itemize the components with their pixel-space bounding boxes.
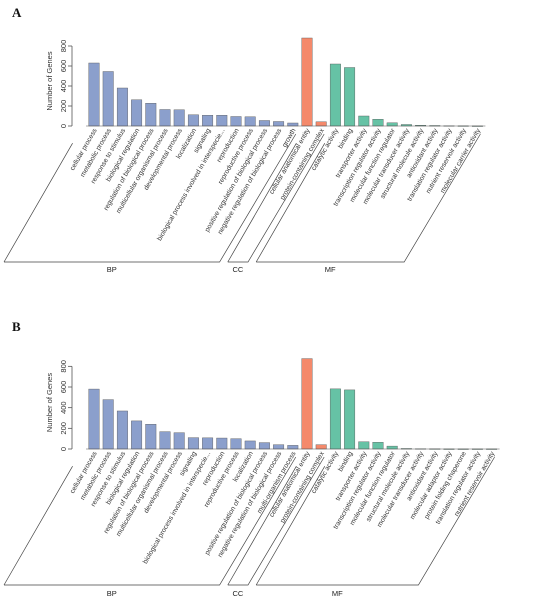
bar-cc (315, 444, 327, 450)
bar-bp (88, 388, 100, 450)
y-tick-label: 600 (59, 60, 68, 73)
bar-mf (329, 388, 341, 450)
bar-bp (173, 432, 185, 450)
bar-bp (159, 109, 171, 127)
y-axis-title: Number of Genes (45, 373, 54, 432)
y-tick-label: 400 (59, 80, 68, 93)
bar-bp (230, 438, 242, 450)
bar-bp (230, 116, 242, 127)
bar-bp (287, 122, 299, 127)
group-bracket-bp (4, 133, 297, 263)
bar-bp (116, 410, 128, 450)
group-label-mf: MF (325, 265, 336, 274)
category-label: biological process involved in interspec… (156, 127, 226, 242)
bar-bp (273, 444, 285, 450)
bar-mf (329, 63, 341, 127)
group-label-cc: CC (232, 265, 243, 274)
group-label-mf: MF (332, 589, 343, 598)
bar-bp (187, 114, 199, 127)
y-tick-label: 400 (59, 401, 68, 414)
y-tick-label: 0 (59, 124, 68, 128)
bar-cc (301, 358, 313, 450)
bar-bp (145, 102, 157, 127)
bar-bp (287, 445, 299, 450)
bar-mf (372, 118, 384, 127)
bar-bp (258, 120, 270, 127)
bar-bp (258, 442, 270, 450)
y-tick-label: 800 (59, 40, 68, 53)
bar-bp (216, 437, 228, 450)
bar-bp (131, 99, 143, 127)
bar-mf (344, 67, 356, 127)
group-label-bp: BP (107, 265, 117, 274)
bar-bp (202, 114, 214, 127)
bar-bp (88, 62, 100, 127)
y-tick-label: 200 (59, 100, 68, 113)
y-tick-label: 800 (59, 360, 68, 373)
bar-bp (216, 114, 228, 127)
group-bracket-edge (227, 466, 297, 586)
panel-label: A (12, 5, 22, 20)
bar-mf (386, 122, 398, 127)
bar-mf (386, 445, 398, 450)
bar-bp (102, 399, 114, 450)
bar-mf (344, 389, 356, 450)
group-bracket-cc (227, 133, 325, 263)
bar-bp (187, 437, 199, 450)
bar-bp (116, 87, 128, 127)
group-bracket-mf (256, 133, 481, 263)
bar-mf (372, 442, 384, 450)
group-bracket-edge (3, 466, 73, 586)
y-axis-title: Number of Genes (45, 51, 54, 110)
group-bracket-cc (227, 456, 325, 586)
y-tick-label: 0 (59, 447, 68, 451)
group-bracket-edge (227, 143, 297, 263)
group-bracket-mf (256, 456, 495, 586)
bar-bp (159, 431, 171, 450)
group-bracket-bp (4, 456, 297, 586)
bar-bp (244, 116, 256, 127)
group-label-cc: CC (232, 589, 243, 598)
group-bracket-edge (255, 143, 326, 263)
bar-bp (102, 71, 114, 127)
group-bracket-edge (255, 466, 326, 586)
bar-bp (173, 109, 185, 127)
bar-cc (315, 121, 327, 127)
bar-bp (145, 424, 157, 450)
bar-mf (358, 441, 370, 450)
bar-mf (358, 115, 370, 127)
bar-bp (202, 437, 214, 450)
bar-bp (244, 440, 256, 450)
panel-label: B (12, 319, 21, 334)
y-tick-label: 600 (59, 381, 68, 394)
bar-bp (273, 121, 285, 127)
group-label-bp: BP (107, 589, 117, 598)
group-bracket-edge (3, 143, 73, 263)
bar-cc (301, 37, 313, 127)
bar-bp (131, 420, 143, 450)
y-tick-label: 200 (59, 422, 68, 435)
